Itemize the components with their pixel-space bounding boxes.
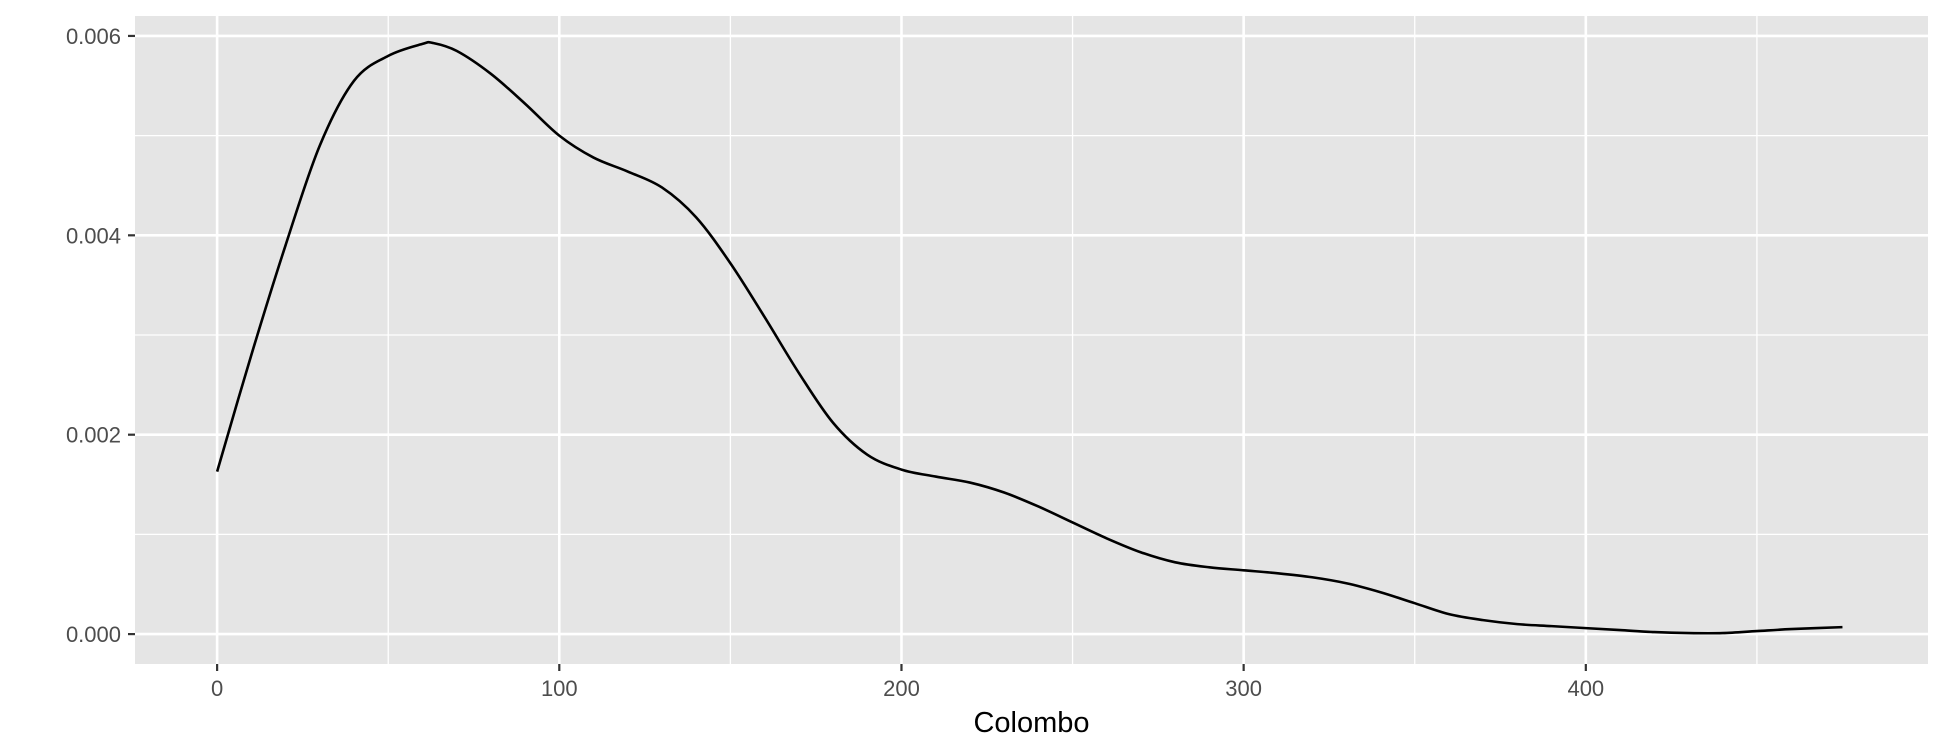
x-tick-label: 300 [1225,676,1262,701]
plot-panel [135,16,1928,664]
major-gridlines [135,16,1928,664]
x-tick-label: 100 [541,676,578,701]
y-tick-label: 0.004 [66,223,121,248]
x-tick-label: 200 [883,676,920,701]
y-tick-label: 0.002 [66,423,121,448]
x-tick-label: 400 [1567,676,1604,701]
density-curve [215,40,1843,635]
x-tick-label: 0 [211,676,223,701]
y-tick-label: 0.006 [66,24,121,49]
y-tick-label: 0.000 [66,622,121,647]
x-axis-title: Colombo [973,707,1089,739]
y-axis: 0.000 0.002 0.004 0.006 [66,24,135,647]
minor-gridlines [135,16,1928,664]
x-axis: 0 100 200 300 400 [211,664,1604,701]
